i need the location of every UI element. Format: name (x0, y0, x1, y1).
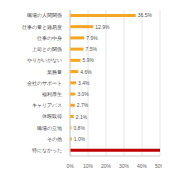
svg-text:12.9%: 12.9% (95, 24, 110, 30)
svg-text:0%: 0% (66, 163, 74, 168)
svg-text:40%: 40% (137, 163, 148, 168)
svg-text:キャリアパス: キャリアパス (32, 102, 62, 108)
svg-text:上司との関係: 上司との関係 (32, 46, 62, 52)
svg-text:30%: 30% (119, 163, 130, 168)
svg-text:やりがいがない: やりがいがない (27, 57, 62, 63)
svg-text:3.0%: 3.0% (77, 91, 89, 97)
svg-text:0.8%: 0.8% (73, 125, 85, 131)
svg-text:36.5%: 36.5% (138, 12, 153, 18)
svg-text:3.4%: 3.4% (78, 80, 90, 86)
svg-text:会社のサポート: 会社のサポート (27, 80, 62, 86)
svg-text:2.1%: 2.1% (76, 114, 88, 120)
svg-text:10%: 10% (83, 163, 94, 168)
svg-text:1.0%: 1.0% (74, 136, 86, 142)
svg-text:7.5%: 7.5% (86, 46, 98, 52)
svg-text:業務量: 業務量 (47, 69, 62, 75)
svg-text:職場の人間関係: 職場の人間関係 (27, 12, 62, 18)
svg-text:職場の立地: 職場の立地 (37, 125, 62, 131)
svg-text:その他: その他 (47, 136, 62, 142)
svg-text:7.9%: 7.9% (86, 35, 98, 41)
svg-text:福利厚生: 福利厚生 (42, 91, 62, 97)
svg-text:仕事の中身: 仕事の中身 (36, 35, 62, 41)
svg-text:50%: 50% (155, 163, 162, 168)
svg-text:4.6%: 4.6% (80, 69, 92, 75)
svg-text:20%: 20% (101, 163, 112, 168)
svg-text:休暇取得: 休暇取得 (42, 113, 62, 119)
svg-text:特になかった: 特になかった (32, 147, 62, 153)
svg-text:5.9%: 5.9% (83, 57, 95, 63)
svg-text:仕事の量と難易度: 仕事の量と難易度 (21, 24, 62, 30)
svg-text:2.7%: 2.7% (77, 102, 89, 108)
